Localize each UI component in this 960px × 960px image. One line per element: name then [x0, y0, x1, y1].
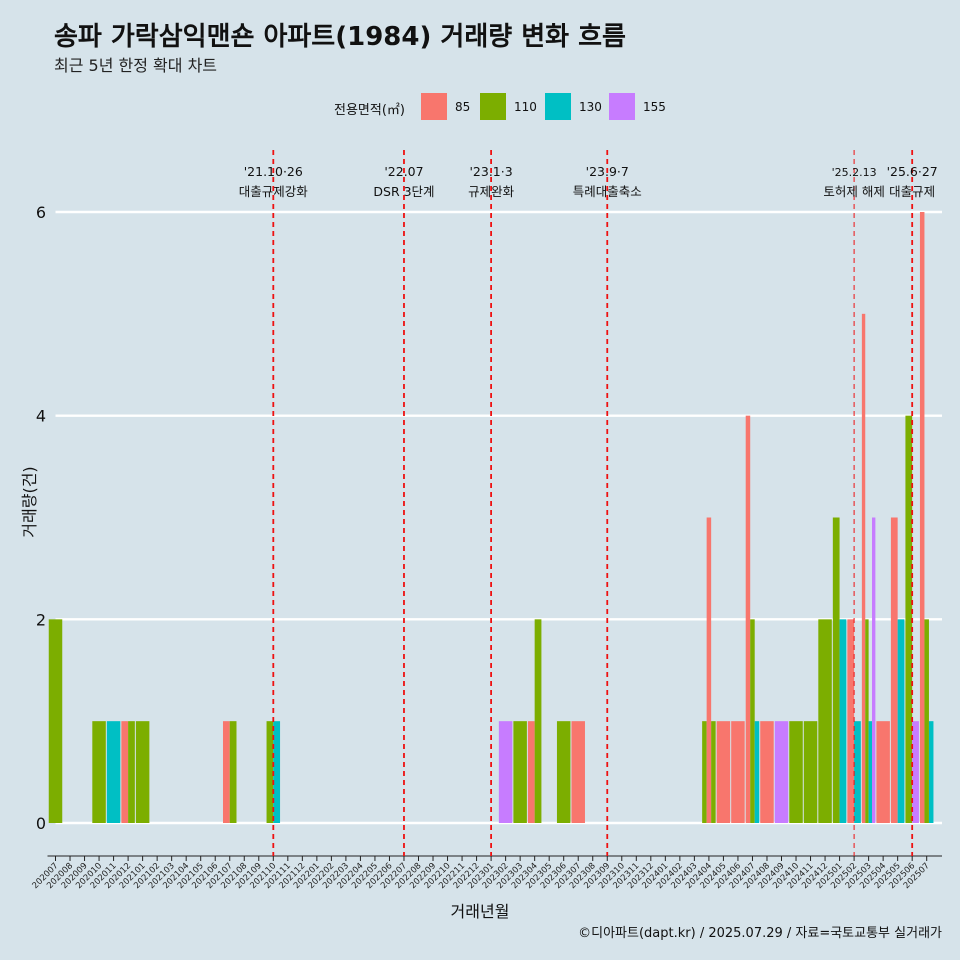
- legend-label-110: 110: [514, 100, 537, 114]
- bar-202507-130: [928, 721, 934, 823]
- bar-202405-85: [716, 721, 731, 823]
- legend-label-130: 130: [579, 100, 602, 114]
- bar-202407-110: [750, 619, 755, 823]
- bar-202107-110: [229, 721, 237, 823]
- bar-202506-155: [912, 721, 919, 823]
- bar-202412-110: [818, 619, 832, 823]
- event-date-202301: '23.1·3: [469, 164, 512, 179]
- bar-202404-85: [706, 517, 712, 823]
- bar-202502-130: [854, 721, 861, 823]
- bar-202408-85: [760, 721, 774, 823]
- bar-202010-110: [92, 721, 106, 823]
- bar-202307-85: [571, 721, 585, 823]
- legend-title: 전용면적(㎡): [334, 103, 405, 118]
- bar-202507-110: [924, 619, 929, 823]
- bar-202110-130: [273, 721, 281, 823]
- legend-swatch-110: [480, 93, 506, 120]
- bar-202411-110: [803, 721, 818, 823]
- bar-202503-155: [871, 517, 876, 823]
- bar-202012-110: [128, 721, 135, 823]
- y-tick-label-6: 6: [36, 203, 46, 222]
- event-label-202301: 규제완화: [468, 184, 515, 199]
- bar-202302-155: [498, 721, 513, 823]
- y-tick-label-0: 0: [36, 814, 46, 833]
- bar-202404-110: [702, 721, 707, 823]
- bar-202505-130: [897, 619, 905, 823]
- bar-202407-130: [754, 721, 760, 823]
- bar-202503-130: [868, 721, 872, 823]
- bar-202303-110: [513, 721, 527, 823]
- event-date-202110: '21.10·26: [244, 164, 303, 179]
- event-date-202309: '23.9·7: [586, 164, 629, 179]
- bar-202304-110: [534, 619, 542, 823]
- event-date-202506: '25.6·27: [887, 164, 938, 179]
- bar-202503-85: [861, 313, 866, 823]
- bar-202506-110: [905, 415, 913, 823]
- bar-202501-110: [832, 517, 840, 823]
- event-label-202110: 대출규제강화: [239, 184, 309, 199]
- x-axis-label: 거래년월: [450, 902, 510, 921]
- event-date-202207: '22.07: [384, 164, 423, 179]
- bar-202406-85: [731, 721, 745, 823]
- chart-title: 송파 가락삼익맨숀 아파트(1984) 거래량 변화 흐름: [54, 22, 626, 52]
- event-label-202506: 대출규제: [889, 184, 935, 199]
- y-axis-label: 거래량(건): [20, 466, 39, 538]
- bar-202110-110: [266, 721, 274, 823]
- chart-subtitle: 최근 5년 한정 확대 차트: [54, 56, 218, 75]
- legend-label-155: 155: [643, 100, 666, 114]
- bar-202504-85: [876, 721, 890, 823]
- bar-202407-85: [745, 415, 751, 823]
- bar-202304-85: [527, 721, 535, 823]
- bar-202107-85: [222, 721, 230, 823]
- event-label-202207: DSR 3단계: [373, 184, 434, 199]
- bar-202007-110: [48, 619, 63, 823]
- bar-202306-110: [556, 721, 571, 823]
- legend-swatch-130: [545, 93, 571, 120]
- legend-label-85: 85: [455, 100, 471, 114]
- event-label-202309: 특례대출축소: [573, 184, 642, 199]
- y-tick-label-4: 4: [36, 407, 46, 426]
- bar-202410-110: [789, 721, 803, 823]
- bar-202505-85: [890, 517, 898, 823]
- event-date-202502: '25.2.13: [832, 166, 877, 179]
- legend-swatch-85: [421, 93, 447, 120]
- bar-202012-85: [121, 721, 129, 823]
- bar-202507-85: [919, 212, 925, 823]
- event-label-202502: 토허제 해제: [823, 184, 884, 199]
- bar-202503-110: [865, 619, 869, 823]
- legend-swatch-155: [609, 93, 635, 120]
- bar-202011-130: [106, 721, 121, 823]
- bar-202501-130: [839, 619, 847, 823]
- source-caption: ©디아파트(dapt.kr) / 2025.07.29 / 자료=국토교통부 실…: [578, 926, 942, 941]
- bar-202101-110: [135, 721, 150, 823]
- y-tick-label-2: 2: [36, 610, 46, 629]
- legend: 전용면적(㎡) 85 110 130 155: [0, 92, 960, 122]
- bar-202404-110: [711, 721, 716, 823]
- bar-202409-155: [774, 721, 789, 823]
- bar-202502-85: [847, 619, 855, 823]
